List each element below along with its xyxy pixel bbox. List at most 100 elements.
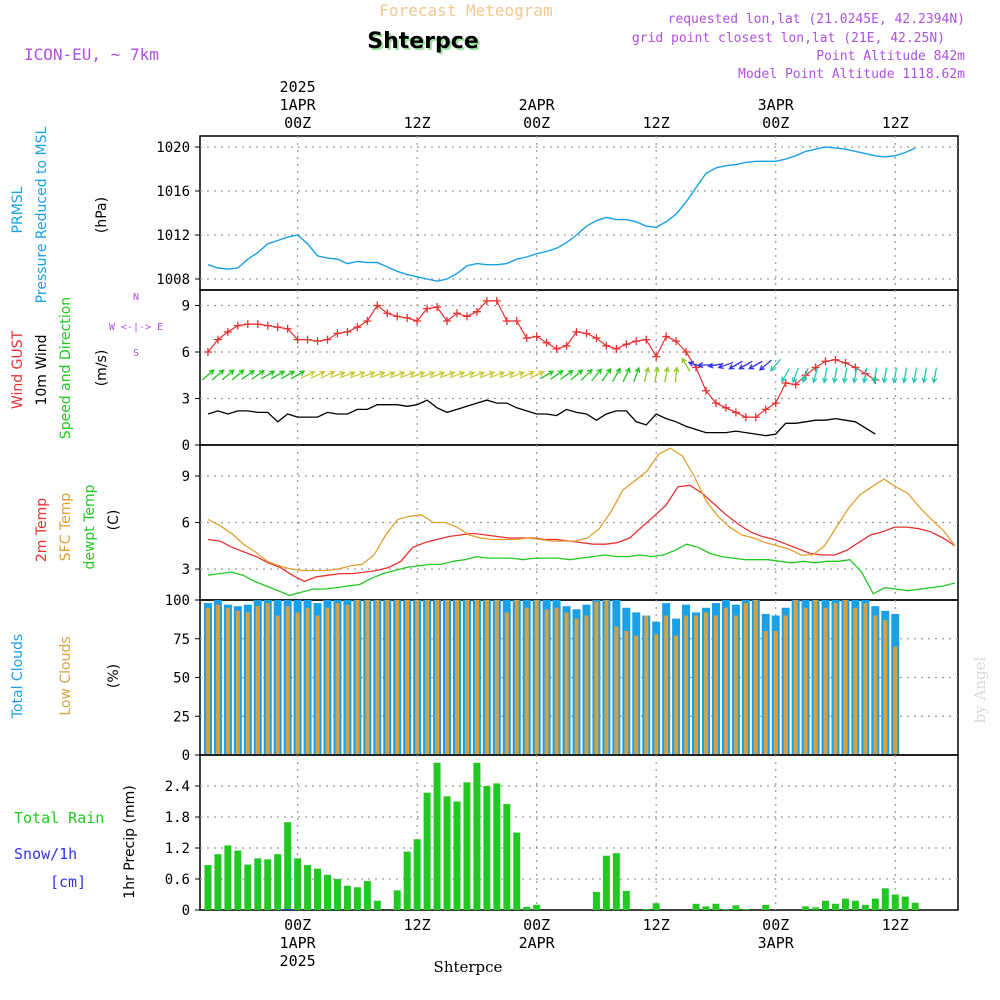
low-cloud-bar-5 <box>255 606 260 755</box>
wind-gust-marker-8 <box>283 324 292 333</box>
rain-bar-3 <box>234 850 242 910</box>
wind-gust-marker-52 <box>721 403 730 412</box>
rain-bar-45 <box>652 903 660 910</box>
wind-direction-arrow-15 <box>350 371 366 379</box>
wind-gust-marker-25 <box>452 309 461 318</box>
top-time-label-2-1: 00Z <box>523 114 550 132</box>
wind-direction-arrow-0 <box>201 369 215 381</box>
wind-direction-arrow-51 <box>707 362 724 369</box>
rain-bar-68 <box>881 888 889 910</box>
precip-ytick-label-1: 0.6 <box>165 872 190 888</box>
low-cloud-bar-59 <box>793 600 798 755</box>
snow-cm-label: [cm] <box>50 873 86 891</box>
wind-direction-arrow-64 <box>841 367 848 384</box>
low-cloud-bar-7 <box>275 615 280 755</box>
rain-bar-20 <box>403 851 411 910</box>
rain-bar-63 <box>831 903 839 910</box>
low-cloud-bar-40 <box>604 600 609 755</box>
wind-gust-marker-62 <box>821 357 830 366</box>
clouds-unit-label: (%) <box>106 664 122 688</box>
wind-gust-marker-59 <box>791 380 800 389</box>
low-cloud-bar-12 <box>325 607 330 755</box>
wind-direction-arrow-35 <box>550 369 564 380</box>
wind-gust-marker-19 <box>393 312 402 321</box>
clouds-ytick-label-4: 100 <box>165 593 190 609</box>
wind-gust-marker-57 <box>771 399 780 408</box>
rain-bar-56 <box>762 904 770 910</box>
wind-gust-marker-28 <box>482 296 491 305</box>
low-cloud-bar-55 <box>753 600 758 755</box>
temp-labels: 2m Temp SFC Temp dewpt Temp (C) <box>34 484 122 569</box>
rain-bar-4 <box>244 864 252 910</box>
wind-gust-marker-7 <box>273 323 282 332</box>
t2m-label: 2m Temp <box>34 498 50 562</box>
low-cloud-bar-18 <box>385 600 390 755</box>
wind-10m-label: 10m Wind <box>34 334 50 405</box>
low-cloud-bar-15 <box>355 600 360 755</box>
snow-label: Snow/1h <box>14 845 77 863</box>
rain-bar-11 <box>314 868 322 910</box>
wind-direction-arrow-44 <box>643 366 650 383</box>
rain-bar-40 <box>602 855 610 910</box>
sfc-label: SFC Temp <box>58 493 74 562</box>
low-cloud-bar-69 <box>893 646 898 755</box>
wind-gust-marker-24 <box>443 317 452 325</box>
wind-direction-arrow-37 <box>570 369 584 381</box>
wind-gust-marker-21 <box>413 317 422 325</box>
forecast-meteogram-title: Forecast Meteogram <box>379 1 552 20</box>
top-time-label-0-2: 00Z <box>284 114 311 132</box>
low-cloud-bar-3 <box>235 610 240 755</box>
prmsl-label: PRMSL <box>10 186 26 233</box>
low-cloud-bar-46 <box>664 615 669 755</box>
wind-direction-arrow-72 <box>921 367 928 384</box>
wind-direction-arrow-11 <box>310 370 326 379</box>
rain-bar-61 <box>812 907 820 910</box>
wind-gust-marker-46 <box>662 332 671 341</box>
wind-gust-marker-42 <box>622 340 631 349</box>
wind-ytick-label-2: 6 <box>182 345 190 361</box>
pressure-desc-label: Pressure Reduced to MSL <box>34 126 50 303</box>
low-cloud-bar-28 <box>484 600 489 755</box>
low-cloud-bar-17 <box>375 600 380 755</box>
precip-unit-label: 1hr Precip (mm) <box>122 785 138 898</box>
top-time-label-3-0: 12Z <box>643 114 670 132</box>
rain-bar-7 <box>274 854 282 910</box>
low-cloud-bar-6 <box>265 603 270 755</box>
point-altitude: Point Altitude 842m <box>816 49 965 64</box>
low-cloud-bar-21 <box>415 600 420 755</box>
bottom-time-label-1-0: 12Z <box>404 916 431 934</box>
top-time-label-2-0: 2APR <box>519 96 556 114</box>
top-time-label-4-1: 00Z <box>762 114 789 132</box>
rain-bar-12 <box>323 874 331 910</box>
low-cloud-bar-16 <box>365 600 370 755</box>
low-cloud-bar-60 <box>803 607 808 755</box>
rain-bar-22 <box>423 792 431 910</box>
bottom-time-label-4-0: 00Z <box>762 916 789 934</box>
wind-gust-marker-26 <box>462 312 471 321</box>
wind-direction-arrow-40 <box>601 367 612 382</box>
wind-gust-marker-3 <box>233 321 242 330</box>
low-cloud-bar-68 <box>883 620 888 755</box>
bottom-time-label-0-0: 00Z <box>284 916 311 934</box>
wind-gust-marker-23 <box>433 303 442 312</box>
wind-direction-arrow-21 <box>409 371 426 379</box>
precip-ytick-label-3: 1.8 <box>165 810 190 826</box>
wind-direction-arrow-61 <box>811 367 819 384</box>
bottom-time-label-4-1: 3APR <box>758 934 795 952</box>
pressure-ytick-label-0: 1008 <box>156 272 190 288</box>
low-cloud-bar-61 <box>813 600 818 755</box>
clouds-ytick-label-3: 75 <box>173 632 190 648</box>
rain-bar-27 <box>473 762 481 910</box>
wind-gust-marker-14 <box>343 327 352 336</box>
wind-gust-marker-34 <box>542 338 551 347</box>
rain-bar-42 <box>622 890 630 910</box>
low-clouds-label: Low Clouds <box>58 636 74 715</box>
top-time-label-0-1: 1APR <box>280 96 317 114</box>
wind-direction-arrow-13 <box>330 371 346 379</box>
rain-bar-33 <box>533 904 541 910</box>
wind-gust-marker-0 <box>203 348 212 356</box>
low-cloud-bar-53 <box>733 615 738 755</box>
snow-bar-8 <box>284 908 292 910</box>
low-cloud-bar-35 <box>554 607 559 755</box>
wind-gust-marker-15 <box>353 323 362 332</box>
